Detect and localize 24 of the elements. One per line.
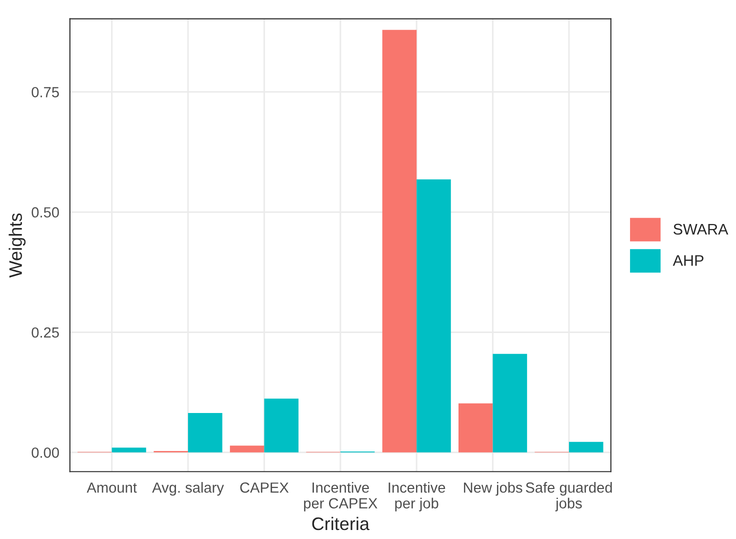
bar (568, 442, 604, 452)
x-tick-label: Incentive per CAPEX (304, 482, 378, 512)
bar (264, 398, 298, 452)
y-tick-label: 0.50 (32, 207, 59, 218)
y-axis-title: Weights (8, 213, 26, 278)
y-tick-label: 0.75 (32, 87, 59, 98)
bar (188, 412, 222, 452)
x-tick-label: Amount (86, 482, 137, 493)
y-tick-label: 0.00 (32, 448, 59, 458)
y-tick-label: 0.25 (32, 327, 59, 338)
x-tick-label: Incentive per job (388, 482, 446, 512)
x-tick-label: New jobs (464, 482, 522, 496)
legend-label: AHP (672, 255, 704, 266)
bar (416, 179, 451, 452)
x-axis-title: Criteria (312, 516, 370, 530)
bar (492, 354, 528, 452)
bar (382, 30, 417, 452)
bar (230, 446, 264, 452)
x-tick-label: CAPEX (240, 482, 289, 493)
bar (458, 403, 493, 452)
legend-label: SWARA (674, 224, 728, 235)
x-tick-label: Avg. salary (152, 482, 224, 496)
bar (112, 448, 146, 452)
x-tick-label: Safe guarded jobs (526, 482, 612, 512)
